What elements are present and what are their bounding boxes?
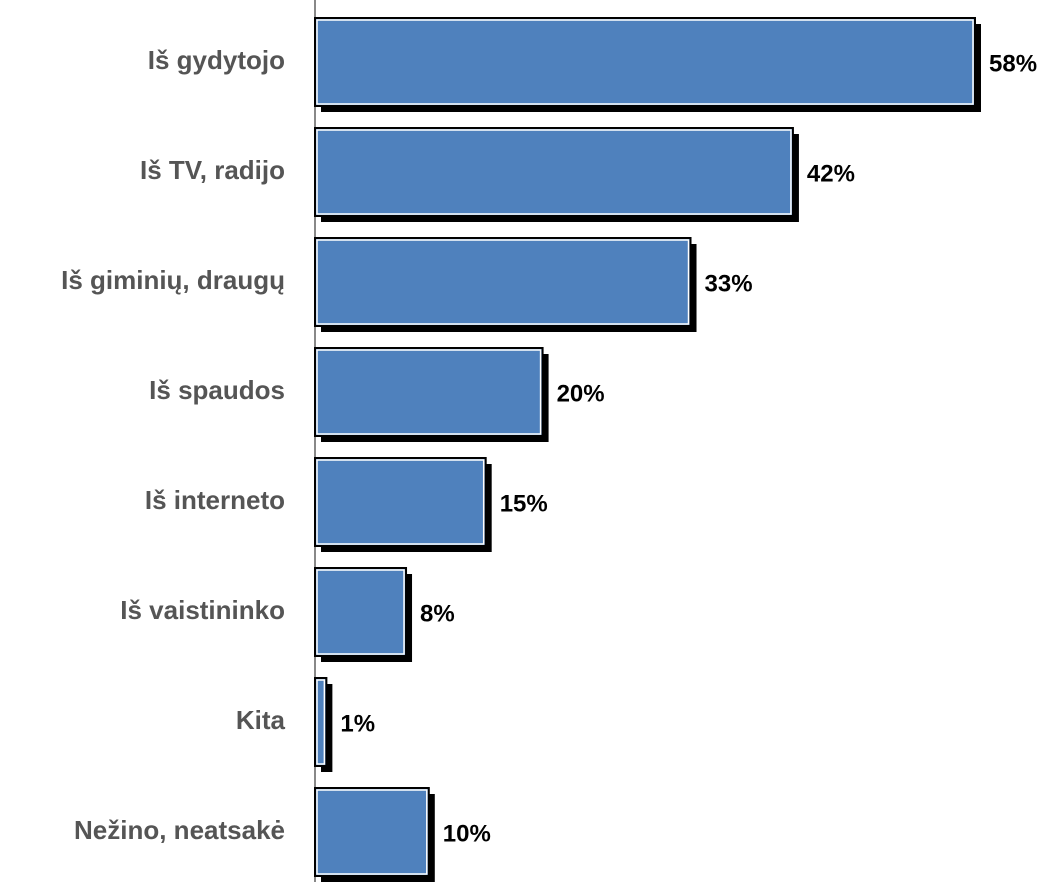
data-label: 58% <box>989 50 1037 77</box>
bar-highlight <box>316 349 542 435</box>
bar <box>314 457 487 547</box>
data-label: 1% <box>340 710 375 737</box>
bar-highlight <box>316 569 405 655</box>
bar <box>314 127 794 217</box>
category-label: Iš vaistininko <box>120 595 285 625</box>
bar <box>314 347 544 437</box>
data-label: 33% <box>705 270 753 297</box>
bar <box>314 677 328 767</box>
bar-highlight <box>316 19 974 105</box>
category-label: Iš spaudos <box>149 375 285 405</box>
category-label: Iš TV, radijo <box>140 155 285 185</box>
data-label: 15% <box>500 490 548 517</box>
bar-highlight <box>316 679 326 765</box>
bar-highlight <box>316 789 428 875</box>
bar <box>314 17 976 107</box>
category-label: Iš interneto <box>145 485 285 515</box>
bar-highlight <box>316 129 792 215</box>
bar <box>314 567 408 657</box>
category-label: Nežino, neatsakė <box>74 815 285 845</box>
data-label: 20% <box>557 380 605 407</box>
bar-highlight <box>316 459 485 545</box>
bar <box>314 237 692 327</box>
bar-highlight <box>316 239 690 325</box>
category-label: Kita <box>236 705 286 735</box>
bar <box>314 787 430 877</box>
data-label: 42% <box>807 160 855 187</box>
data-label: 10% <box>443 820 491 847</box>
data-label: 8% <box>420 600 455 627</box>
category-label: Iš giminių, draugų <box>61 265 285 295</box>
category-label: Iš gydytojo <box>148 45 285 75</box>
